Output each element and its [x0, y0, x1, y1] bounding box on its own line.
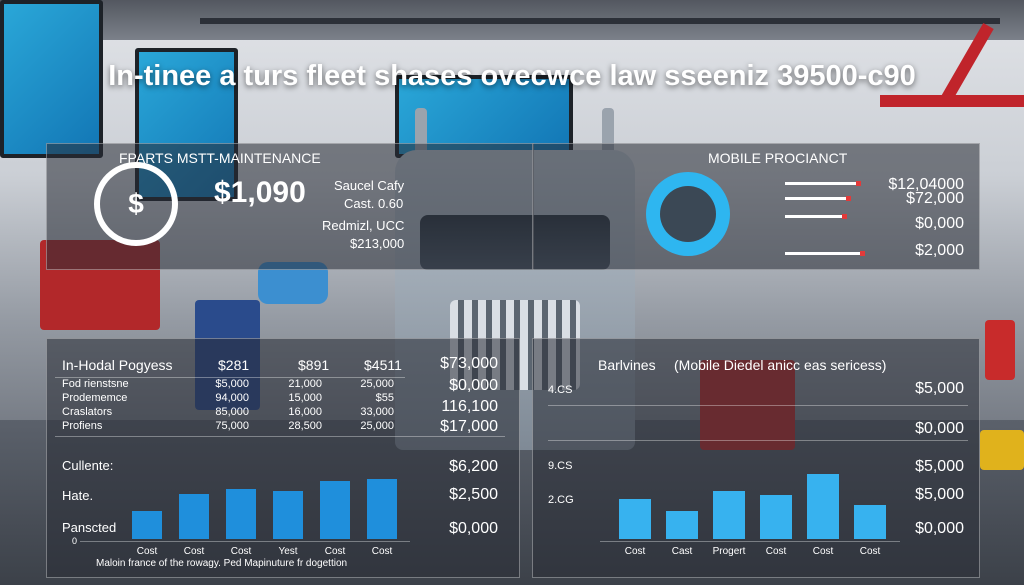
right-value: $5,000: [915, 380, 964, 397]
table-cell: 75,000: [215, 420, 249, 432]
info-line-4: $213,000: [350, 236, 405, 251]
chart-bar: [367, 479, 397, 539]
table-cell: 25,000: [360, 378, 394, 390]
page-title: In-tinee a turs fleet shases ovecwce law…: [108, 60, 916, 92]
chart-bar: [666, 511, 698, 539]
divider: [548, 405, 968, 406]
mobile-value-4: $2,000: [915, 242, 964, 259]
chart-baseline: [80, 541, 410, 542]
divider: [548, 440, 968, 441]
chart-bar: [179, 494, 209, 539]
info-line-2: Cast. 0.60: [344, 196, 404, 211]
chart-label: Hate.: [62, 488, 94, 503]
x-tick-label: Cost: [812, 546, 834, 557]
x-tick-label: Cost: [183, 546, 205, 557]
table-cell: 25,000: [360, 420, 394, 432]
table-total: $0,000: [449, 377, 498, 394]
table-row-label: Profiens: [62, 420, 103, 432]
x-tick-label: Cost: [371, 546, 393, 557]
mobile-value-2: $72,000: [906, 190, 964, 207]
table-cell: $55: [375, 392, 394, 404]
barlvines-subheading: (Mobile Diedel anicc eas sericess): [674, 357, 887, 373]
maintenance-value: $1,090: [214, 176, 306, 209]
chart-value: $6,200: [449, 458, 498, 475]
chart-bar: [132, 511, 162, 539]
info-line-1: Saucel Cafy: [334, 178, 405, 193]
mobile-panel: MOBILE PROCIANCT: [532, 143, 980, 270]
chart-value: $0,000: [449, 520, 498, 537]
x-tick-label: Cast: [671, 546, 693, 557]
x-tick-label: Cost: [324, 546, 346, 557]
table-header-total: $73,000: [440, 355, 498, 372]
x-tick-label: Cost: [136, 546, 158, 557]
table-total: 116,100: [441, 398, 498, 415]
mobile-panel-heading: MOBILE PROCIANCT: [708, 150, 848, 166]
table-cell: $5,000: [215, 378, 249, 390]
table-row-label: Craslators: [62, 406, 113, 418]
mobile-value-1: $12,04000: [888, 176, 964, 193]
table-row-label: Fod rienstsne: [62, 378, 129, 390]
yellow-stand: [980, 430, 1024, 470]
table-header-label: In-Hodal Pogyess: [62, 357, 173, 373]
chart-bar: [807, 474, 839, 539]
chart-bar: [854, 505, 886, 539]
chart-bar: [760, 495, 792, 539]
table-cell: 15,000: [288, 392, 322, 404]
x-tick-label: Cost: [624, 546, 646, 557]
divider: [55, 377, 405, 378]
right-value: $5,000: [915, 458, 964, 475]
right-value: $5,000: [915, 486, 964, 503]
chart-bar: [619, 499, 651, 539]
barlvines-heading: Barlvines: [598, 357, 656, 373]
x-tick-label: Progert: [712, 546, 746, 557]
chart-label: Cullente:: [62, 458, 114, 473]
dollar-circle-icon: $: [94, 162, 178, 246]
axis-zero: 0: [72, 536, 78, 546]
y-label: 4.CS: [548, 384, 573, 396]
x-tick-label: Cost: [859, 546, 881, 557]
donut-chart: [646, 172, 730, 256]
progress-line-3: [785, 214, 847, 219]
progress-line-4: [785, 251, 865, 256]
chart-label: Panscted: [62, 520, 117, 535]
right-value: $0,000: [915, 520, 964, 537]
progress-line-2: [785, 196, 851, 201]
info-line-3: Redmizl, UCC: [322, 218, 405, 233]
chart-value: $2,500: [449, 486, 498, 503]
table-cell: 16,000: [288, 406, 322, 418]
chart-baseline: [600, 541, 900, 542]
chart-bar: [320, 481, 350, 539]
divider: [55, 436, 505, 437]
right-value: $0,000: [915, 420, 964, 437]
table-header-c1: $281: [218, 357, 250, 373]
table-total: $17,000: [440, 418, 498, 435]
table-cell: 28,500: [288, 420, 322, 432]
chart-bar: [713, 491, 745, 539]
y-label: 9.CS: [548, 460, 573, 472]
mobile-value-3: $0,000: [915, 215, 964, 232]
table-header-c2: $891: [298, 357, 330, 373]
x-tick-label: Cost: [765, 546, 787, 557]
progress-line-1: [785, 181, 861, 186]
red-post: [985, 320, 1015, 380]
chart-bar: [273, 491, 303, 539]
table-cell: 33,000: [360, 406, 394, 418]
y-label: 2.CG: [548, 494, 574, 506]
table-header-c3: $4511: [364, 357, 402, 373]
ceiling-beam: [200, 18, 1000, 24]
table-cell: 85,000: [215, 406, 249, 418]
table-cell: 21,000: [288, 378, 322, 390]
chart-footer: Maloin france of the rowagy. Ped Mapinut…: [96, 558, 348, 569]
wall-monitor-left: [0, 0, 103, 158]
barlvines-panel: [532, 338, 980, 578]
chart-bar: [226, 489, 256, 539]
x-tick-label: Yest: [278, 546, 298, 557]
x-tick-label: Cost: [230, 546, 252, 557]
panel-heading: FPARTS MSTT-MAINTENANCE: [119, 150, 321, 166]
table-cell: 94,000: [215, 392, 249, 404]
table-row-label: Prodememce: [62, 392, 128, 404]
